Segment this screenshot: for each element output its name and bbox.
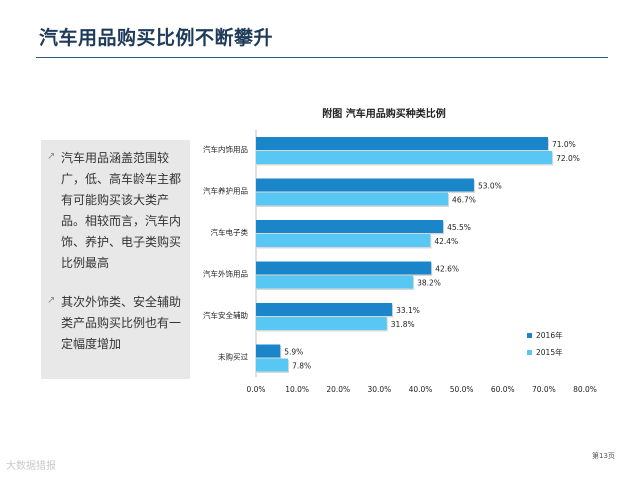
- bar-2016: [256, 261, 432, 275]
- legend-swatch: [527, 350, 532, 355]
- category-label: 汽车外饰用品: [203, 269, 248, 279]
- data-label: 53.0%: [478, 182, 502, 191]
- title-divider: [36, 57, 608, 58]
- x-tick-label: 60.0%: [491, 385, 515, 394]
- bar-2016: [256, 220, 444, 233]
- bar-2015: [256, 151, 553, 164]
- category-label: 汽车养护用品: [203, 186, 248, 196]
- bullet-text: 汽车用品涵盖范围较广，低、高车龄车主都有可能购买该大类产品。相较而言，汽车内饰、…: [61, 151, 182, 270]
- legend-label: 2016年: [536, 330, 563, 340]
- x-tick-label: 0.0%: [246, 385, 265, 394]
- legend-swatch: [527, 333, 532, 338]
- category-label: 汽车内饰用品: [203, 144, 248, 154]
- page-number: 第13页: [592, 452, 615, 460]
- data-label: 7.8%: [292, 362, 311, 371]
- bar-2015: [256, 234, 431, 247]
- category-label: 汽车安全辅助: [203, 310, 248, 320]
- data-label: 42.6%: [435, 265, 459, 274]
- data-label: 31.8%: [391, 320, 415, 329]
- data-label: 33.1%: [396, 306, 420, 315]
- data-label: 5.9%: [284, 348, 303, 357]
- x-tick-label: 80.0%: [573, 385, 597, 394]
- category-label: 汽车电子类: [211, 227, 249, 237]
- arrow-icon: ↗: [47, 151, 56, 162]
- x-tick-label: 30.0%: [367, 385, 391, 394]
- arrow-icon: ↗: [47, 295, 56, 306]
- bar-2015: [256, 275, 414, 289]
- page-title: 汽车用品购买比例不断攀升: [39, 27, 274, 49]
- x-tick-label: 20.0%: [326, 385, 350, 394]
- bar-2015: [256, 317, 387, 330]
- category-label: 未购买过: [218, 352, 248, 362]
- bullet-text: 其次外饰类、安全辅助类产品购买比例也有一定幅度增加: [61, 295, 182, 351]
- data-label: 46.7%: [452, 196, 476, 205]
- x-tick-label: 70.0%: [532, 385, 556, 394]
- data-label: 42.4%: [434, 237, 458, 246]
- watermark: 大数据猎报: [6, 461, 56, 472]
- data-label: 38.2%: [417, 279, 441, 288]
- data-label: 72.0%: [556, 154, 580, 163]
- x-tick-label: 40.0%: [409, 385, 433, 394]
- bar-2016: [256, 137, 548, 150]
- data-label: 45.5%: [447, 223, 471, 232]
- summary-panel: ↗ 汽车用品涵盖范围较广，低、高车龄车主都有可能购买该大类产品。相较而言，汽车内…: [41, 140, 190, 379]
- legend-label: 2015年: [536, 347, 563, 357]
- bar-2016: [256, 303, 393, 316]
- chart-title: 附图 汽车用品购买种类比例: [322, 107, 445, 120]
- x-tick-label: 50.0%: [450, 385, 474, 394]
- bar-2016: [256, 344, 281, 358]
- bar-2015: [256, 358, 289, 372]
- bar-2015: [256, 192, 449, 206]
- x-tick-label: 10.0%: [285, 385, 309, 394]
- data-label: 71.0%: [552, 140, 576, 149]
- bar-2016: [256, 178, 474, 192]
